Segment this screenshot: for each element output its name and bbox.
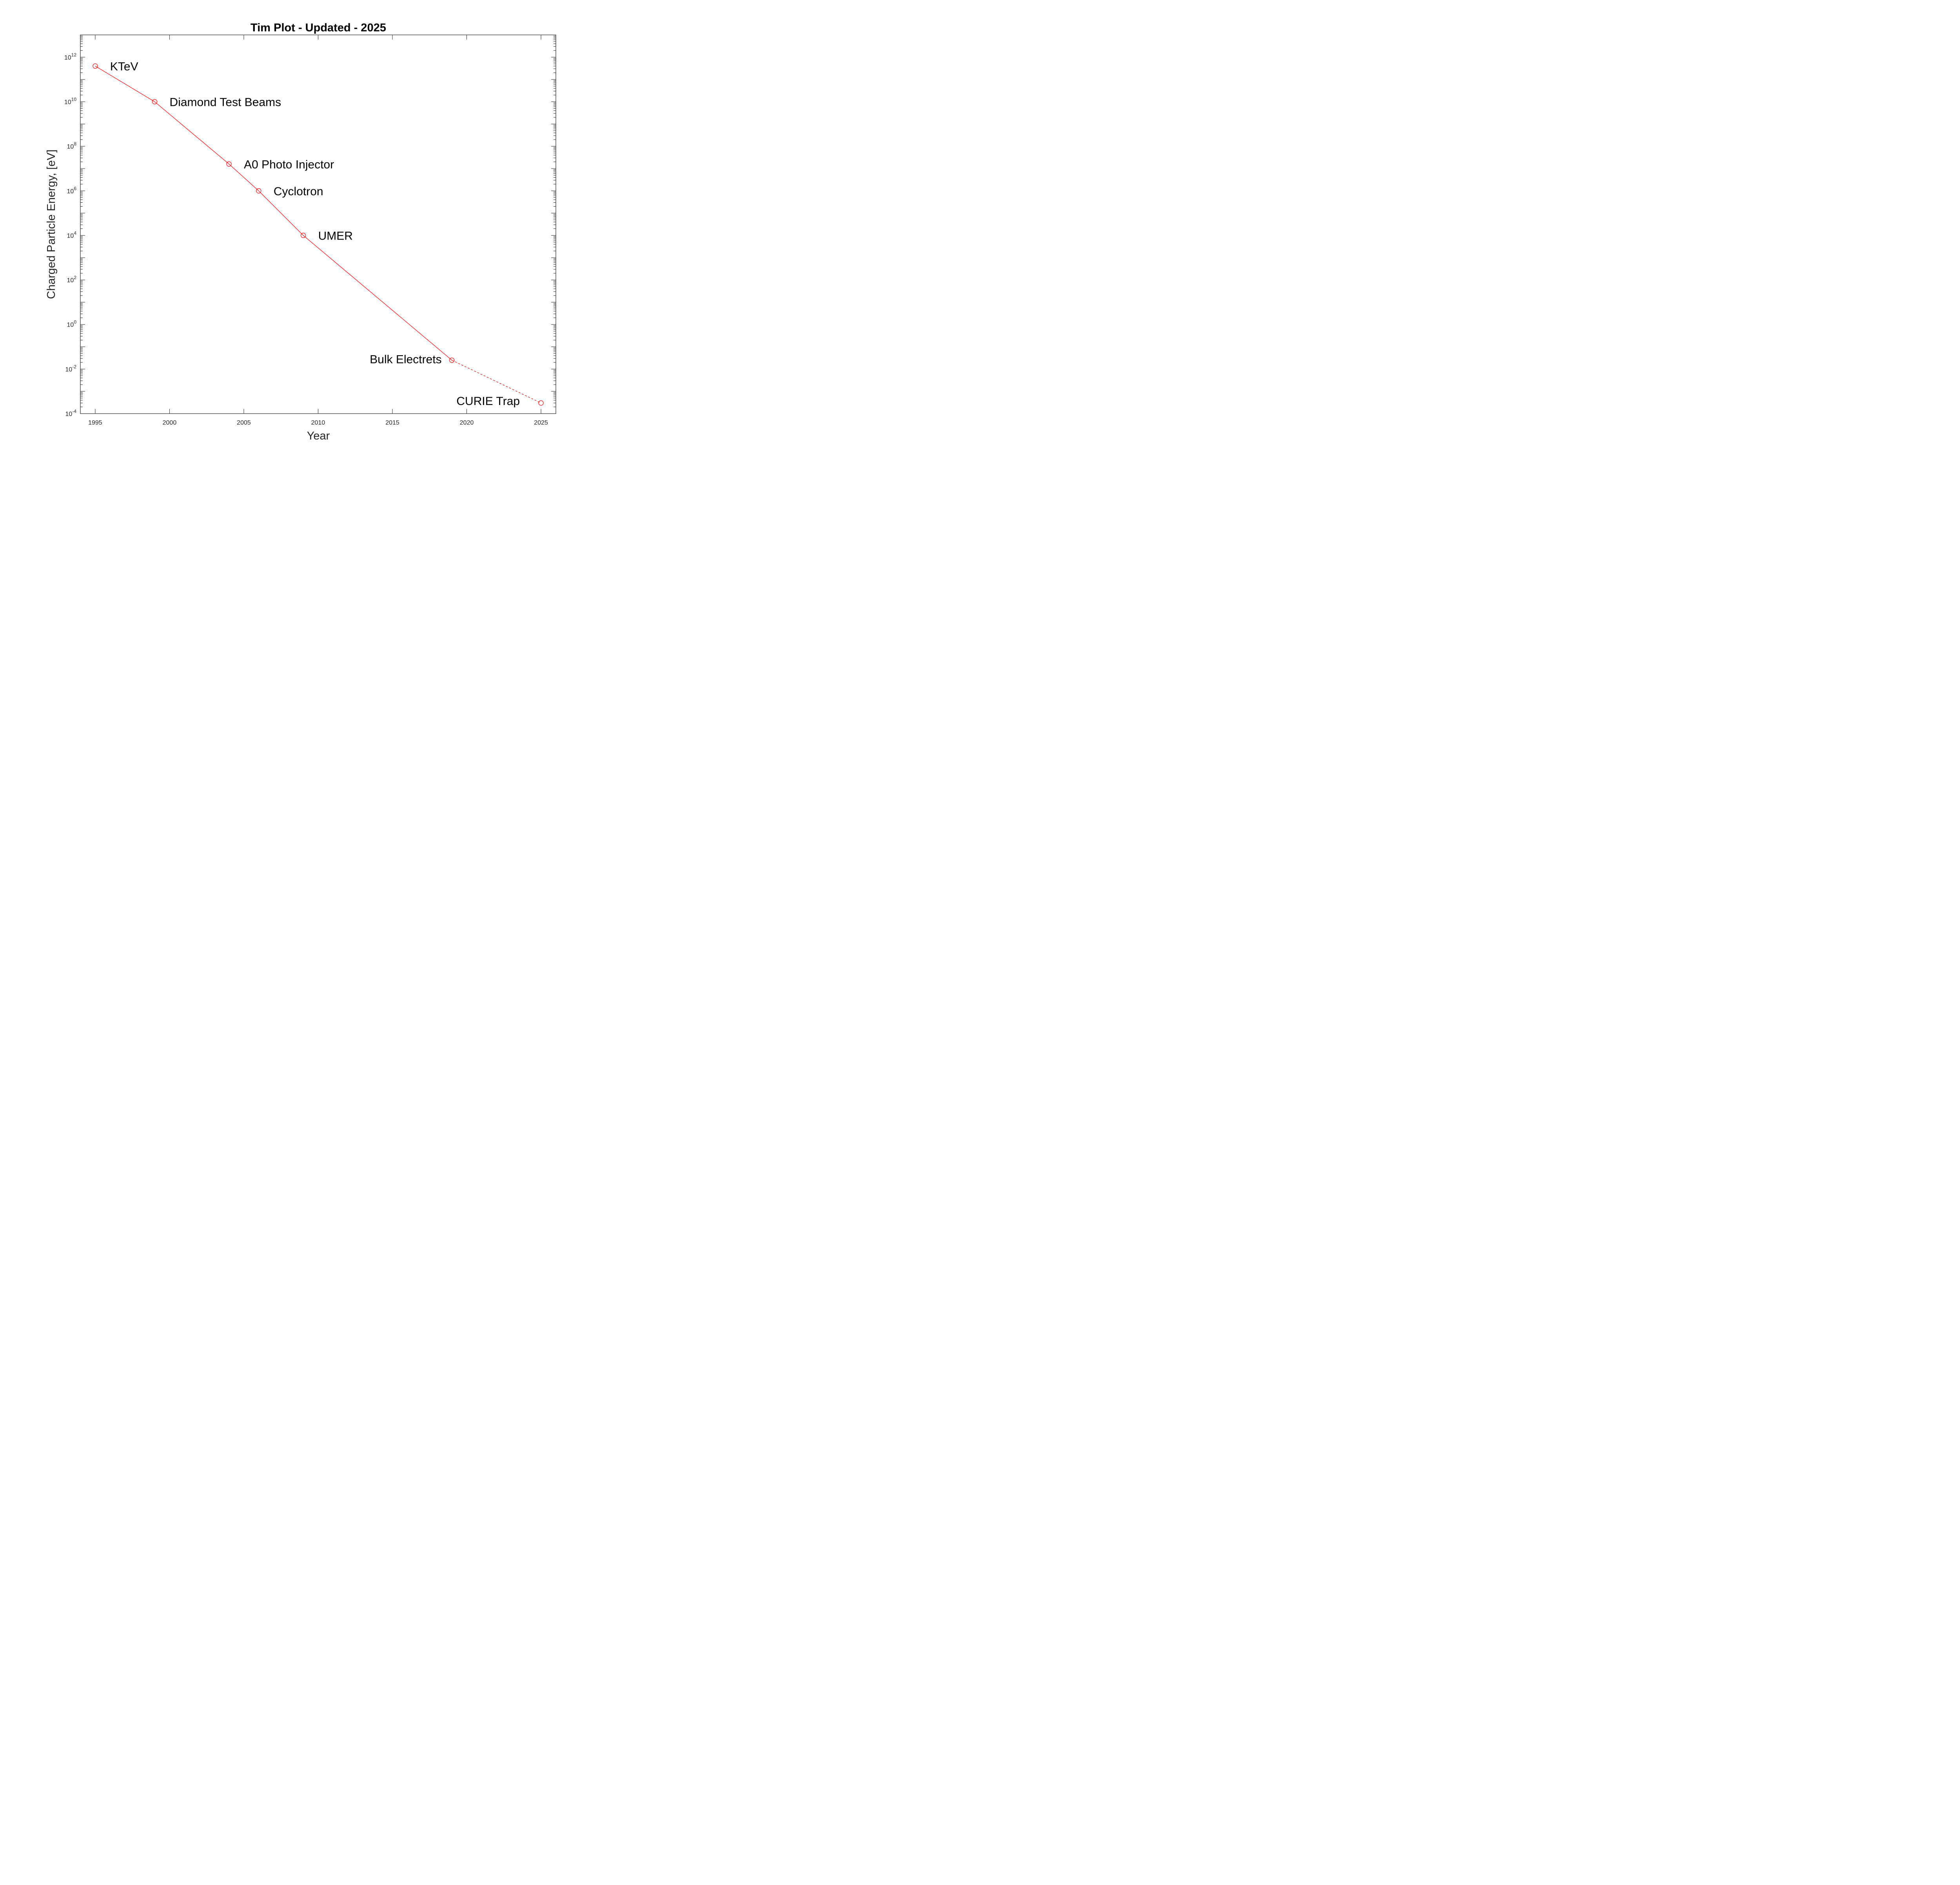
y-tick-exponent: -2 [72,364,76,369]
y-tick-base: 10 [67,232,74,239]
x-tick-label: 2020 [460,419,474,426]
y-tick-exponent: 8 [74,141,76,147]
series-line-dashed [452,360,541,403]
axes-box [80,35,556,414]
data-point-label: Diamond Test Beams [170,96,281,109]
y-tick-label: 1010 [64,96,76,105]
y-tick-label: 10-4 [65,409,77,418]
data-point-marker [449,358,455,363]
chart-title: Tim Plot - Updated - 2025 [250,22,386,34]
y-tick-base: 10 [64,99,71,105]
chart: Tim Plot - Updated - 2025 1995 2000 2005 20… [45,22,556,442]
data-point-label: A0 Photo Injector [244,158,334,171]
y-tick-label: 100 [67,320,77,329]
x-axis-label: Year [307,430,330,442]
data-point-marker [256,188,261,194]
y-tick-base: 10 [67,322,74,329]
data-point-marker [300,232,306,238]
data-point-marker [93,63,98,69]
x-tick-label: 2015 [385,419,399,426]
data-point-label: CURIE Trap [456,395,520,408]
x-tick-label: 2000 [163,419,177,426]
y-tick-label: 10-2 [65,364,77,373]
y-tick-base: 10 [65,366,73,373]
y-tick-base: 10 [65,411,73,418]
y-tick-label: 106 [67,186,77,195]
series-line-solid [95,65,452,361]
y-tick-base: 10 [67,143,74,150]
x-tick-label: 1995 [88,419,102,426]
y-tick-exponent: 0 [74,320,76,325]
data-point-marker [152,99,158,105]
y-tick-base: 10 [67,188,74,195]
data-point-marker [226,161,232,167]
y-tick-label: 102 [67,275,77,284]
x-tick-label: 2010 [311,419,325,426]
x-tick-label: 2025 [534,419,548,426]
y-tick-exponent: 12 [71,52,77,58]
y-tick-exponent: 4 [74,230,76,236]
y-tick-label: 108 [67,141,77,150]
y-tick-exponent: 10 [71,96,77,102]
y-tick-exponent: -4 [72,409,76,414]
data-point-marker [538,400,544,406]
y-tick-exponent: 2 [74,275,76,280]
data-point-label: UMER [318,229,353,242]
y-tick-label: 1012 [64,52,76,61]
y-tick-label: 104 [67,230,77,239]
data-point-label: Bulk Electrets [370,353,441,366]
y-tick-base: 10 [67,277,74,284]
x-tick-label: 2005 [237,419,251,426]
data-point-label: Cyclotron [274,185,323,198]
data-point-label: KTeV [110,60,138,73]
y-axis-label: Charged Particle Energy, [eV] [45,149,58,299]
plot-area: 1995 2000 2005 2010 2015 2020 202510-410-21001… [64,35,556,426]
y-tick-exponent: 6 [74,186,76,191]
y-tick-base: 10 [64,54,71,61]
